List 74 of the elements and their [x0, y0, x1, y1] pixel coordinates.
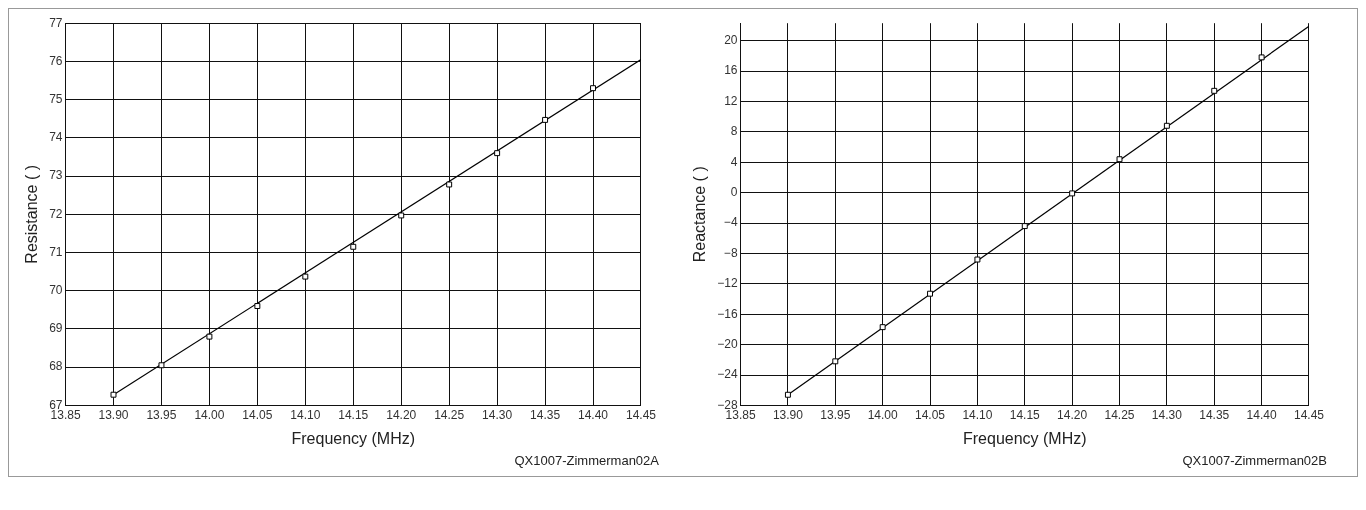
point	[1021, 223, 1028, 230]
point	[1163, 122, 1170, 129]
x-axis-title: Frequency (MHz)	[962, 429, 1087, 447]
point	[1211, 87, 1218, 94]
y-tick-label: −12	[717, 276, 738, 291]
x-tick-label: 13.90	[98, 407, 129, 422]
y-tick-label: 20	[724, 32, 738, 47]
y-tick-label: −4	[723, 215, 738, 230]
x-tick-label: 14.25	[1104, 407, 1135, 422]
point	[494, 150, 501, 157]
y-tick-label: 71	[49, 244, 63, 259]
y-tick-label: 69	[49, 321, 63, 336]
x-axis-title: Frequency (MHz)	[291, 429, 416, 447]
y-tick-label: 73	[49, 168, 63, 183]
point	[206, 333, 213, 340]
x-tick-label: 14.20	[386, 407, 417, 422]
point	[974, 256, 981, 263]
point	[1258, 54, 1265, 61]
text: QX1007-Zimmerman02B	[1181, 453, 1327, 468]
x-tick-label: 14.05	[242, 407, 273, 422]
y-tick-label: 77	[49, 15, 63, 30]
point	[784, 391, 791, 398]
y-tick-label: −16	[717, 306, 738, 321]
point	[302, 273, 309, 280]
x-tick-label: 14.15	[338, 407, 369, 422]
y-tick-label: 72	[49, 206, 63, 221]
x-tick-label: 14.35	[530, 407, 561, 422]
y-tick-label: 12	[724, 93, 738, 108]
x-tick-label: 14.20	[1057, 407, 1088, 422]
y-tick-label: −20	[717, 336, 738, 351]
y-tick-label: 70	[49, 283, 63, 298]
x-tick-label: 13.95	[146, 407, 177, 422]
x-tick-label: 14.45	[625, 407, 657, 422]
point	[879, 324, 886, 331]
y-tick-label: −8	[723, 245, 738, 260]
point	[446, 181, 453, 188]
x-tick-label: 14.40	[1246, 407, 1277, 422]
y-tick-label: 4	[730, 154, 738, 169]
point	[1116, 156, 1123, 163]
point	[1069, 190, 1076, 197]
x-tick-label: 14.10	[290, 407, 321, 422]
point	[398, 212, 405, 219]
point	[542, 116, 549, 123]
point	[350, 243, 357, 250]
x-tick-label: 14.30	[1151, 407, 1183, 422]
y-tick-label: 76	[49, 53, 63, 68]
point	[832, 358, 839, 365]
y-axis-title: Reactance ( )	[691, 166, 709, 263]
x-tick-label: 14.05	[915, 407, 946, 422]
y-tick-label: 0	[730, 184, 738, 199]
point	[927, 290, 934, 297]
x-tick-label: 14.45	[1293, 407, 1325, 422]
point	[110, 391, 117, 398]
point	[158, 362, 165, 369]
x-tick-label: 14.40	[578, 407, 609, 422]
y-tick-label: 16	[724, 63, 738, 78]
y-tick-label: 74	[49, 130, 63, 145]
x-tick-label: 14.15	[1009, 407, 1041, 422]
y-axis-title: Resistance ( )	[23, 164, 41, 264]
y-tick-label: 8	[730, 124, 738, 139]
x-tick-label: 13.95	[820, 407, 851, 422]
x-tick-label: 14.25	[434, 407, 465, 422]
y-tick-label: −24	[717, 367, 738, 382]
x-tick-label: 13.90	[772, 407, 804, 422]
text: QX1007-Zimmerman02A	[513, 453, 659, 468]
x-tick-label: 14.00	[194, 407, 225, 422]
x-tick-label: 14.35	[1199, 407, 1230, 422]
x-tick-label: 14.10	[962, 407, 993, 422]
y-tick-label: 68	[49, 359, 63, 374]
point	[590, 85, 597, 92]
x-tick-label: 14.30	[482, 407, 513, 422]
x-tick-label: 14.00	[867, 407, 898, 422]
y-tick-label: 75	[49, 91, 63, 106]
point	[254, 303, 261, 309]
